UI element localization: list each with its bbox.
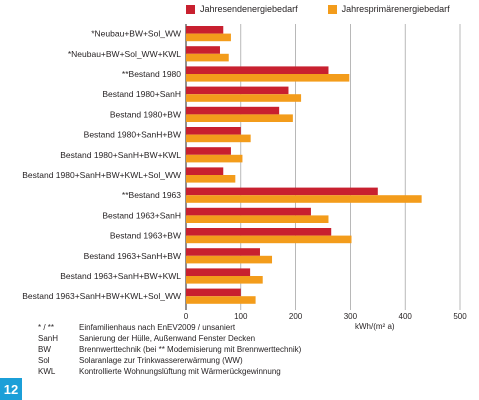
bar-primaerenergie [186, 134, 251, 143]
bar-chart: *Neubau+BW+Sol_WW *Neubau+BW+Sol_WW+KWL **… [22, 24, 467, 321]
category-label: Bestand 1980+SanH [102, 89, 181, 99]
bar-endenergie [186, 167, 224, 175]
note-row: SanH Sanierung der Hülle, Außenwand Fens… [38, 333, 301, 344]
bar-endenergie [186, 228, 332, 236]
bar-primaerenergie [186, 154, 243, 163]
bar-endenergie [186, 66, 329, 74]
note-abbr: SanH [38, 334, 59, 343]
abbreviation-notes: * / ** Einfamilienhaus nach EnEV2009 / u… [38, 322, 301, 377]
category-label: Bestand 1980+SanH+BW+KWL [60, 150, 181, 160]
bar-endenergie [186, 248, 260, 256]
category-label: Bestand 1963+SanH [102, 210, 181, 220]
bar-primaerenergie [186, 276, 263, 284]
category-label: Bestand 1980+SanH+BW [84, 130, 181, 140]
category-label: Bestand 1980+BW [110, 109, 181, 119]
bar-primaerenergie [186, 94, 302, 102]
bar-endenergie [186, 207, 311, 216]
note-text: Solaranlage zur Trinkwassererwärmung (WW… [79, 356, 243, 365]
x-tick-label: 300 [344, 312, 358, 321]
bar-primaerenergie [186, 235, 352, 244]
bar-endenergie [186, 147, 231, 155]
note-text: Einfamilienhaus nach EnEV2009 / unsanier… [79, 323, 236, 332]
bar-endenergie [186, 268, 251, 276]
note-abbr: * / ** [38, 323, 55, 332]
legend-item-endenergie: Jahresendenergiebedarf [186, 4, 298, 14]
bar-primaerenergie [186, 114, 293, 122]
note-row: KWL Kontrollierte Wohnungslüftung mit Wä… [38, 366, 301, 377]
legend-swatch-primaerenergie [327, 4, 337, 14]
legend-swatch-endenergie [186, 4, 195, 14]
note-row: * / ** Einfamilienhaus nach EnEV2009 / u… [38, 322, 301, 333]
category-label: Bestand 1963+SanH+BW+KWL [60, 271, 181, 281]
bar-endenergie [186, 106, 280, 115]
bar-primaerenergie [186, 53, 229, 62]
x-axis-unit-label: kWh/(m² a) [355, 322, 395, 331]
category-label: **Bestand 1980 [122, 69, 181, 79]
x-tick-label: 100 [234, 312, 248, 321]
bar-endenergie [186, 127, 241, 135]
category-label: Bestand 1963+SanH+BW+KWL+Sol_WW [22, 291, 181, 301]
legend-item-primaerenergie: Jahresprimärenergiebedarf [327, 4, 450, 14]
note-text: Brennwerttechnik (bei ** Modemisierung m… [79, 345, 302, 354]
legend: Jahresendenergiebedarf Jahresprimärenerg… [186, 4, 450, 14]
category-label: **Bestand 1963 [122, 190, 181, 200]
legend-label-primaerenergie: Jahresprimärenergiebedarf [341, 4, 450, 14]
note-abbr: KWL [38, 367, 56, 376]
legend-label-endenergie: Jahresendenergiebedarf [200, 4, 298, 14]
note-abbr: BW [38, 345, 51, 354]
category-label: Bestand 1980+SanH+BW+KWL+Sol_WW [22, 170, 181, 180]
bar-primaerenergie [186, 175, 236, 183]
x-tick-label: 200 [289, 312, 303, 321]
note-row: BW Brennwerttechnik (bei ** Modemisierun… [38, 344, 301, 355]
category-label: Bestand 1963+BW [110, 231, 181, 241]
category-label: Bestand 1963+SanH+BW [84, 251, 181, 261]
bar-primaerenergie [186, 296, 256, 304]
category-label: *Neubau+BW+Sol_WW+KWL [68, 49, 181, 59]
note-text: Kontrollierte Wohnungslüftung mit Wärmer… [79, 367, 281, 376]
bar-primaerenergie [186, 255, 273, 264]
bar-endenergie [186, 26, 224, 34]
bar-endenergie [186, 288, 241, 297]
bar-primaerenergie [186, 33, 231, 42]
bar-primaerenergie [186, 74, 350, 82]
bar-endenergie [186, 86, 289, 95]
bar-endenergie [186, 46, 220, 54]
note-text: Sanierung der Hülle, Außenwand Fenster D… [79, 334, 256, 343]
x-tick-label: 500 [453, 312, 467, 321]
bar-endenergie [186, 187, 378, 196]
note-row: Sol Solaranlage zur Trinkwassererwärmung… [38, 355, 301, 366]
bar-primaerenergie [186, 215, 329, 223]
figure-number-badge: 12 [0, 378, 22, 400]
x-tick-label: 0 [184, 312, 189, 321]
x-tick-label: 400 [399, 312, 413, 321]
note-abbr: Sol [38, 356, 50, 365]
category-label: *Neubau+BW+Sol_WW [91, 29, 181, 39]
bar-primaerenergie [186, 195, 422, 203]
